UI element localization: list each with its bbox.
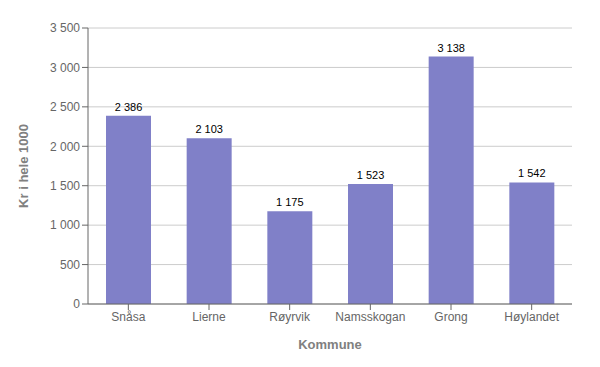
svg-text:Høylandet: Høylandet [504,310,559,324]
svg-text:Røyrvik: Røyrvik [269,310,311,324]
svg-text:Kommune: Kommune [298,337,362,352]
svg-text:500: 500 [60,258,80,272]
svg-text:2 386: 2 386 [115,101,143,113]
svg-text:Grong: Grong [434,310,467,324]
svg-text:3 000: 3 000 [50,61,80,75]
svg-text:Snåsa: Snåsa [111,310,145,324]
svg-text:0: 0 [73,297,80,311]
svg-text:2 500: 2 500 [50,100,80,114]
svg-text:1 523: 1 523 [357,169,385,181]
svg-text:2 000: 2 000 [50,140,80,154]
svg-text:1 500: 1 500 [50,179,80,193]
svg-text:1 175: 1 175 [276,196,304,208]
svg-text:1 542: 1 542 [518,167,546,179]
svg-text:Kr i hele 1000: Kr i hele 1000 [16,124,31,208]
svg-text:3 500: 3 500 [50,21,80,35]
svg-text:1 000: 1 000 [50,218,80,232]
svg-text:Namsskogan: Namsskogan [335,310,405,324]
svg-text:3 138: 3 138 [437,42,465,54]
svg-text:2 103: 2 103 [195,123,223,135]
svg-text:Lierne: Lierne [192,310,226,324]
